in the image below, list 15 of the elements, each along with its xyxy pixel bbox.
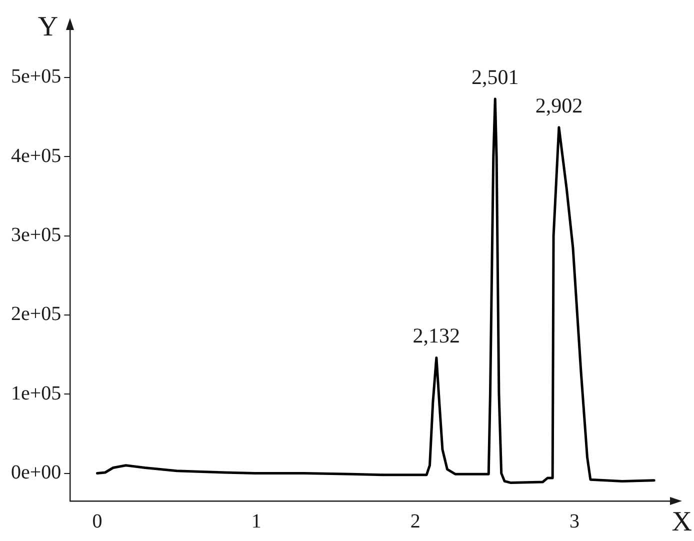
x-tick-label: 2 [410,510,420,532]
y-tick-label: 4e+05 [11,144,62,167]
x-tick-label: 0 [92,510,102,532]
y-tick-label: 2e+05 [11,303,62,326]
y-tick-label: 0e+00 [11,462,62,484]
annotation: 2,902 [535,93,583,118]
annotation: 2,501 [472,64,519,89]
y-axis-title: Y [38,11,58,42]
annotation: 2,132 [412,324,460,348]
y-tick-label: 3e+05 [11,224,62,246]
x-axis-title: X [672,506,692,538]
x-tick-label: 3 [570,510,580,532]
y-tick-label: 5e+05 [11,66,62,88]
y-tick-label: 1e+05 [11,382,62,404]
x-tick-label: 1 [251,510,262,532]
